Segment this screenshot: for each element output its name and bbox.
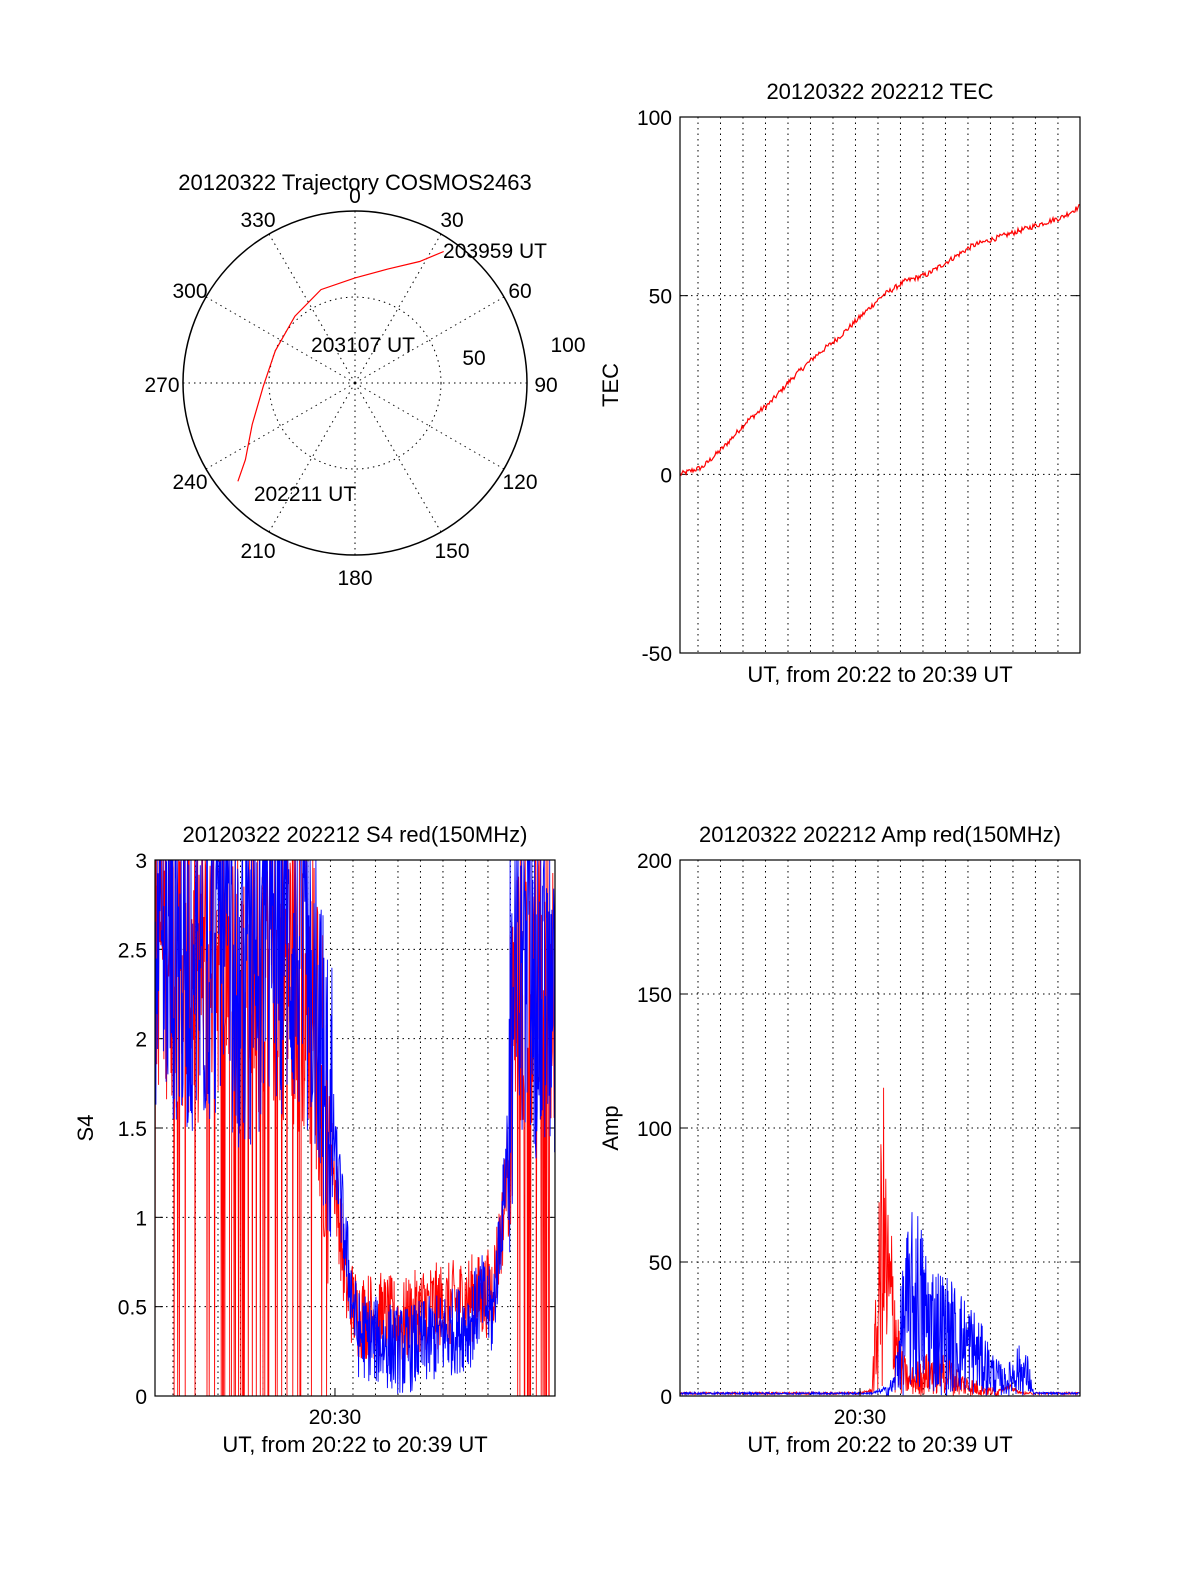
y-tick-label: 3 bbox=[135, 850, 147, 873]
azimuth-label-270: 270 bbox=[144, 374, 179, 397]
azimuth-label-300: 300 bbox=[172, 280, 207, 303]
s4-xlabel: UT, from 20:22 to 20:39 UT bbox=[222, 1432, 487, 1457]
azimuth-label-240: 240 bbox=[172, 471, 207, 494]
polar-spoke bbox=[205, 382, 356, 470]
s4-xtick-label: 20:30 bbox=[309, 1406, 362, 1429]
y-tick-label: 0 bbox=[135, 1386, 147, 1409]
s4-title: 20120322 202212 S4 red(150MHz) bbox=[183, 822, 528, 847]
polar-spoke bbox=[268, 382, 356, 533]
y-tick-label: 0.5 bbox=[118, 1297, 147, 1320]
tec-xlabel: UT, from 20:22 to 20:39 UT bbox=[747, 662, 1012, 687]
polar-spoke bbox=[268, 233, 356, 384]
y-tick-label: 150 bbox=[637, 984, 672, 1007]
y-tick-label: 0 bbox=[660, 1386, 672, 1409]
y-tick-label: 100 bbox=[637, 107, 672, 130]
s4-series-blue bbox=[154, 859, 556, 1394]
azimuth-label-180: 180 bbox=[337, 567, 372, 590]
tec-ylabel: TEC bbox=[598, 363, 623, 407]
azimuth-label-60: 60 bbox=[508, 280, 531, 303]
amp-xtick-label: 20:30 bbox=[834, 1406, 887, 1429]
y-tick-label: 1 bbox=[135, 1207, 147, 1230]
azimuth-label-0: 0 bbox=[349, 185, 361, 208]
tec-series-red bbox=[679, 203, 1081, 477]
plot-frame bbox=[679, 859, 1081, 1397]
polar-plot bbox=[182, 210, 528, 556]
tec-title: 20120322 202212 TEC bbox=[766, 79, 993, 104]
plot-frame bbox=[154, 859, 556, 1397]
polar-inner-circle bbox=[268, 296, 442, 470]
y-tick-label: -50 bbox=[642, 643, 672, 666]
y-tick-label: 50 bbox=[649, 1252, 672, 1275]
amp-series-red bbox=[679, 1087, 1081, 1397]
polar-spoke bbox=[354, 382, 442, 533]
polar-spoke bbox=[205, 296, 356, 384]
azimuth-label-120: 120 bbox=[502, 471, 537, 494]
azimuth-label-150: 150 bbox=[434, 540, 469, 563]
amp-panel bbox=[679, 859, 1081, 1397]
y-tick-label: 0 bbox=[660, 464, 672, 487]
azimuth-label-210: 210 bbox=[240, 540, 275, 563]
polar-spoke bbox=[354, 233, 442, 384]
azimuth-label-330: 330 bbox=[240, 209, 275, 232]
y-tick-label: 2 bbox=[135, 1029, 147, 1052]
s4-ylabel: S4 bbox=[73, 1115, 98, 1142]
tec-panel bbox=[679, 116, 1081, 654]
y-tick-label: 50 bbox=[649, 286, 672, 309]
radius-label-100: 100 bbox=[550, 334, 585, 357]
plot-frame bbox=[679, 116, 1081, 654]
polar-spoke bbox=[354, 382, 505, 470]
amp-title: 20120322 202212 Amp red(150MHz) bbox=[699, 822, 1061, 847]
trajectory-line bbox=[237, 250, 444, 482]
y-tick-label: 100 bbox=[637, 1118, 672, 1141]
amp-ylabel: Amp bbox=[598, 1105, 623, 1150]
y-tick-label: 1.5 bbox=[118, 1118, 147, 1141]
radius-label-50: 50 bbox=[462, 347, 485, 370]
polar-title: 20120322 Trajectory COSMOS2463 bbox=[178, 170, 531, 195]
trajectory-label-end: 203959 UT bbox=[443, 240, 547, 263]
amp-series-blue bbox=[679, 1212, 1081, 1397]
polar-spoke bbox=[354, 296, 505, 384]
s4-panel bbox=[154, 859, 556, 1397]
trajectory-label-start: 202211 UT bbox=[254, 483, 357, 506]
y-tick-label: 2.5 bbox=[118, 939, 147, 962]
amp-xlabel: UT, from 20:22 to 20:39 UT bbox=[747, 1432, 1012, 1457]
azimuth-label-30: 30 bbox=[440, 209, 463, 232]
trajectory-label-mid: 203107 UT bbox=[311, 334, 415, 357]
azimuth-label-90: 90 bbox=[534, 374, 557, 397]
y-tick-label: 200 bbox=[637, 850, 672, 873]
